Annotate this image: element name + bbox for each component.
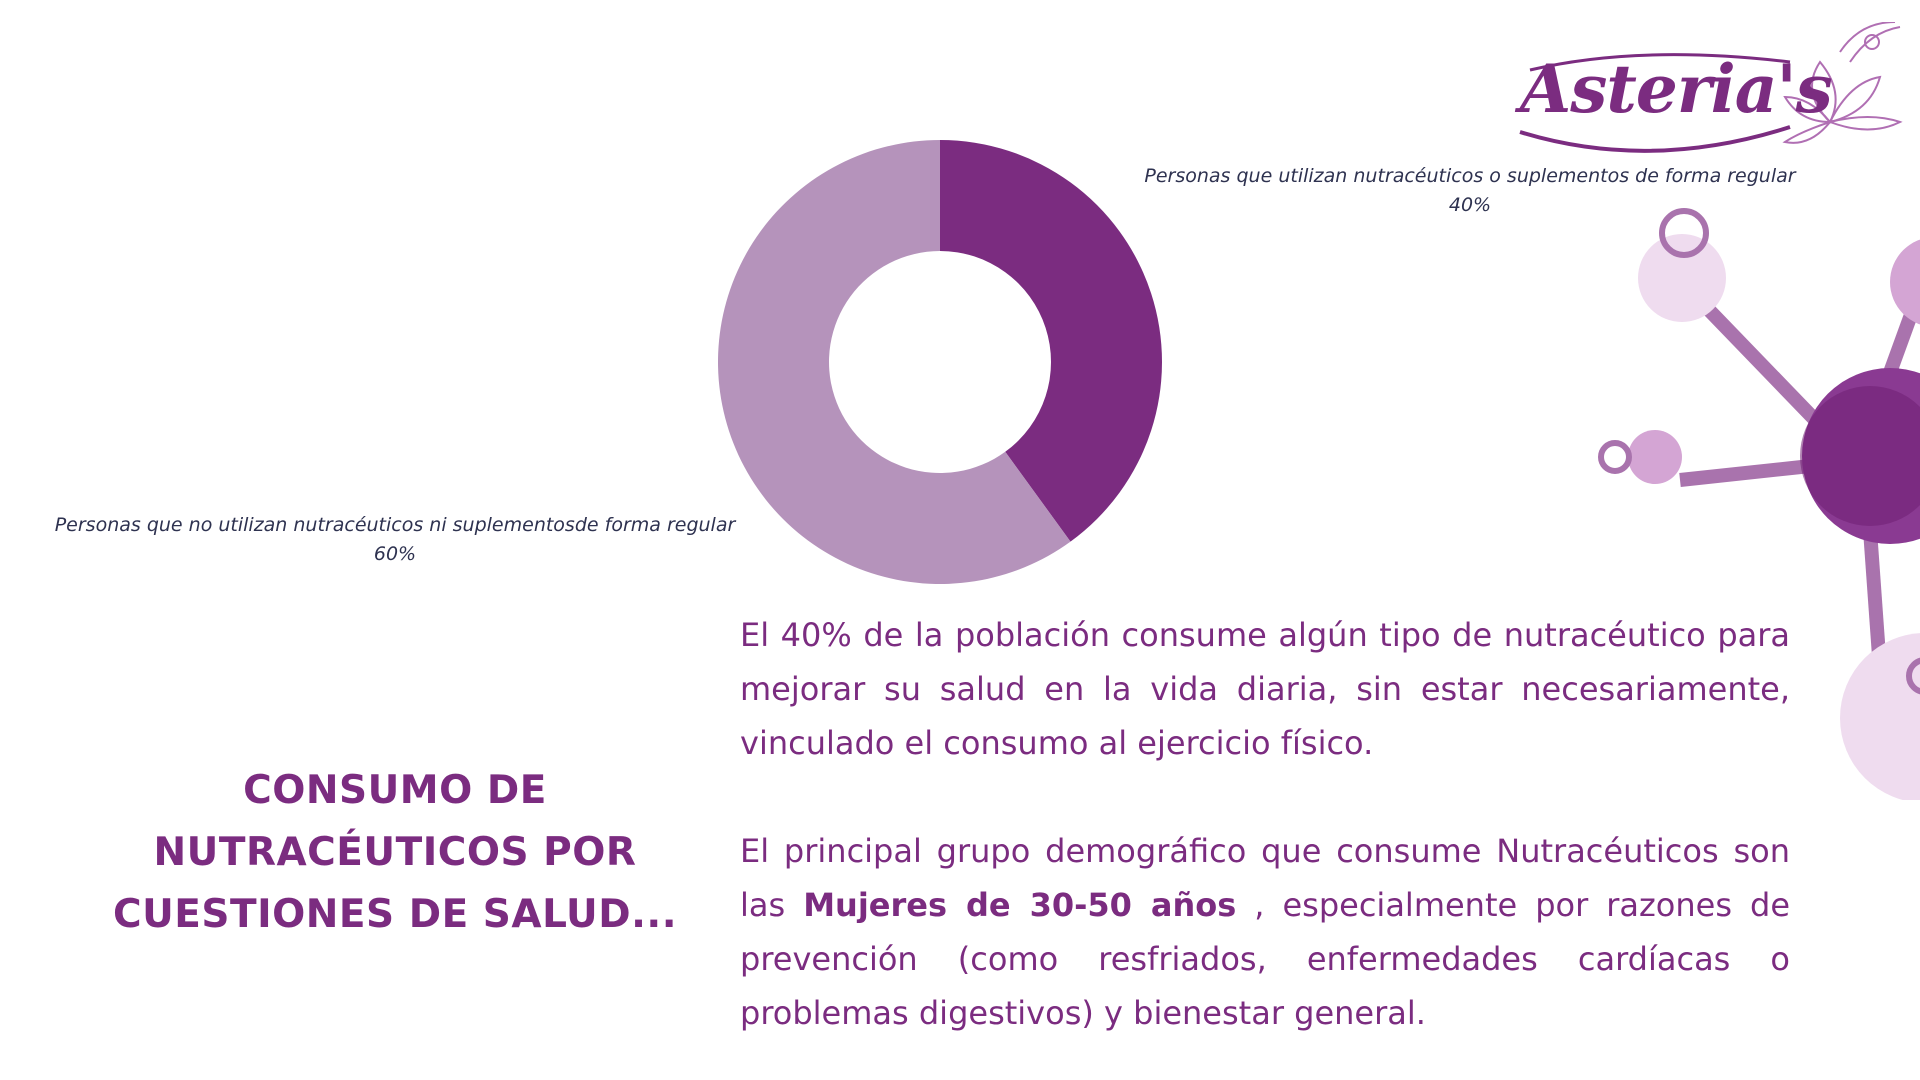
paragraph-demografia-end: , especialmente por razones de prevenció… bbox=[740, 886, 1791, 1032]
donut-chart bbox=[718, 140, 1162, 584]
molecule-decoration bbox=[1598, 208, 1920, 800]
donut-slice-1 bbox=[718, 140, 1071, 584]
heading-line-1: Consumo de bbox=[243, 768, 547, 813]
paragraph-demografia-highlight: Mujeres de 30-50 años bbox=[803, 886, 1237, 924]
molecule-ring bbox=[1598, 440, 1632, 474]
brand-logo: Asteria's bbox=[1500, 22, 1910, 162]
slide-heading: Consumo de nutracéuticos por cuestiones … bbox=[110, 760, 680, 946]
heading-line-2: nutracéuticos por bbox=[153, 830, 637, 875]
molecule-bond bbox=[1863, 529, 1887, 671]
paragraph-demografia-start: El principal grupo demográfico que consu… bbox=[740, 832, 1790, 924]
molecule-ring bbox=[1659, 208, 1709, 258]
molecule-node bbox=[1840, 633, 1920, 800]
donut-slice-0 bbox=[940, 140, 1162, 542]
logo-wordmark: Asteria's bbox=[1520, 50, 1833, 128]
molecule-node bbox=[1890, 239, 1920, 325]
lotus-icon bbox=[1519, 22, 1903, 153]
data-label-no-usuarios: Personas que no utilizan nutracéuticos n… bbox=[15, 511, 775, 569]
data-label-no-usuarios-value: 60% bbox=[373, 543, 417, 565]
paragraph-consumo: El 40% de la población consume algún tip… bbox=[740, 616, 1790, 762]
data-label-no-usuarios-text: Personas que no utilizan nutracéuticos n… bbox=[54, 514, 736, 536]
molecule-core-shade bbox=[1800, 386, 1920, 526]
data-label-usuarios: Personas que utilizan nutracéuticos o su… bbox=[1100, 162, 1840, 220]
molecule-bond bbox=[1679, 458, 1821, 487]
paragraph-demografia: El principal grupo demográfico que consu… bbox=[740, 824, 1790, 1040]
data-label-usuarios-text: Personas que utilizan nutracéuticos o su… bbox=[1144, 165, 1796, 187]
molecule-ring bbox=[1906, 657, 1920, 695]
molecule-node bbox=[1638, 234, 1726, 322]
molecule-node bbox=[1628, 430, 1682, 484]
data-label-usuarios-value: 40% bbox=[1448, 194, 1492, 216]
heading-line-3: cuestiones de salud... bbox=[112, 892, 678, 937]
